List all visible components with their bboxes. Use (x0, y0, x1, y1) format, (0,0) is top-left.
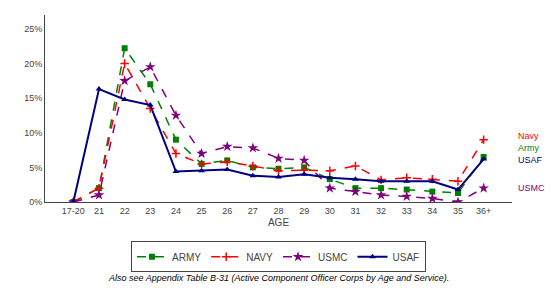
svg-text:0%: 0% (29, 197, 42, 207)
svg-text:33: 33 (402, 206, 412, 216)
svg-text:5%: 5% (29, 163, 42, 173)
svg-text:Army: Army (518, 143, 539, 153)
svg-text:29: 29 (299, 206, 309, 216)
svg-text:USMC: USMC (318, 252, 347, 263)
svg-text:25%: 25% (24, 24, 42, 34)
svg-text:Also see Appendix Table B-31 (: Also see Appendix Table B-31 (Active Com… (108, 273, 449, 283)
svg-text:34: 34 (427, 206, 437, 216)
svg-text:USAF: USAF (518, 155, 543, 165)
svg-text:Navy: Navy (518, 131, 539, 141)
svg-text:20%: 20% (24, 59, 42, 69)
svg-text:31: 31 (350, 206, 360, 216)
svg-text:USMC: USMC (518, 183, 545, 193)
svg-text:27: 27 (248, 206, 258, 216)
svg-text:USAF: USAF (392, 252, 419, 263)
svg-text:22: 22 (120, 206, 130, 216)
svg-text:30: 30 (325, 206, 335, 216)
svg-text:23: 23 (145, 206, 155, 216)
svg-text:35: 35 (453, 206, 463, 216)
svg-text:15%: 15% (24, 93, 42, 103)
svg-text:26: 26 (222, 206, 232, 216)
svg-text:36+: 36+ (476, 206, 491, 216)
svg-text:10%: 10% (24, 128, 42, 138)
svg-text:ARMY: ARMY (172, 252, 201, 263)
svg-text:32: 32 (376, 206, 386, 216)
svg-text:NAVY: NAVY (246, 252, 273, 263)
svg-text:17-20: 17-20 (62, 206, 85, 216)
svg-text:21: 21 (94, 206, 104, 216)
svg-text:25: 25 (197, 206, 207, 216)
svg-text:24: 24 (171, 206, 181, 216)
svg-text:28: 28 (273, 206, 283, 216)
svg-text:AGE: AGE (268, 217, 289, 228)
